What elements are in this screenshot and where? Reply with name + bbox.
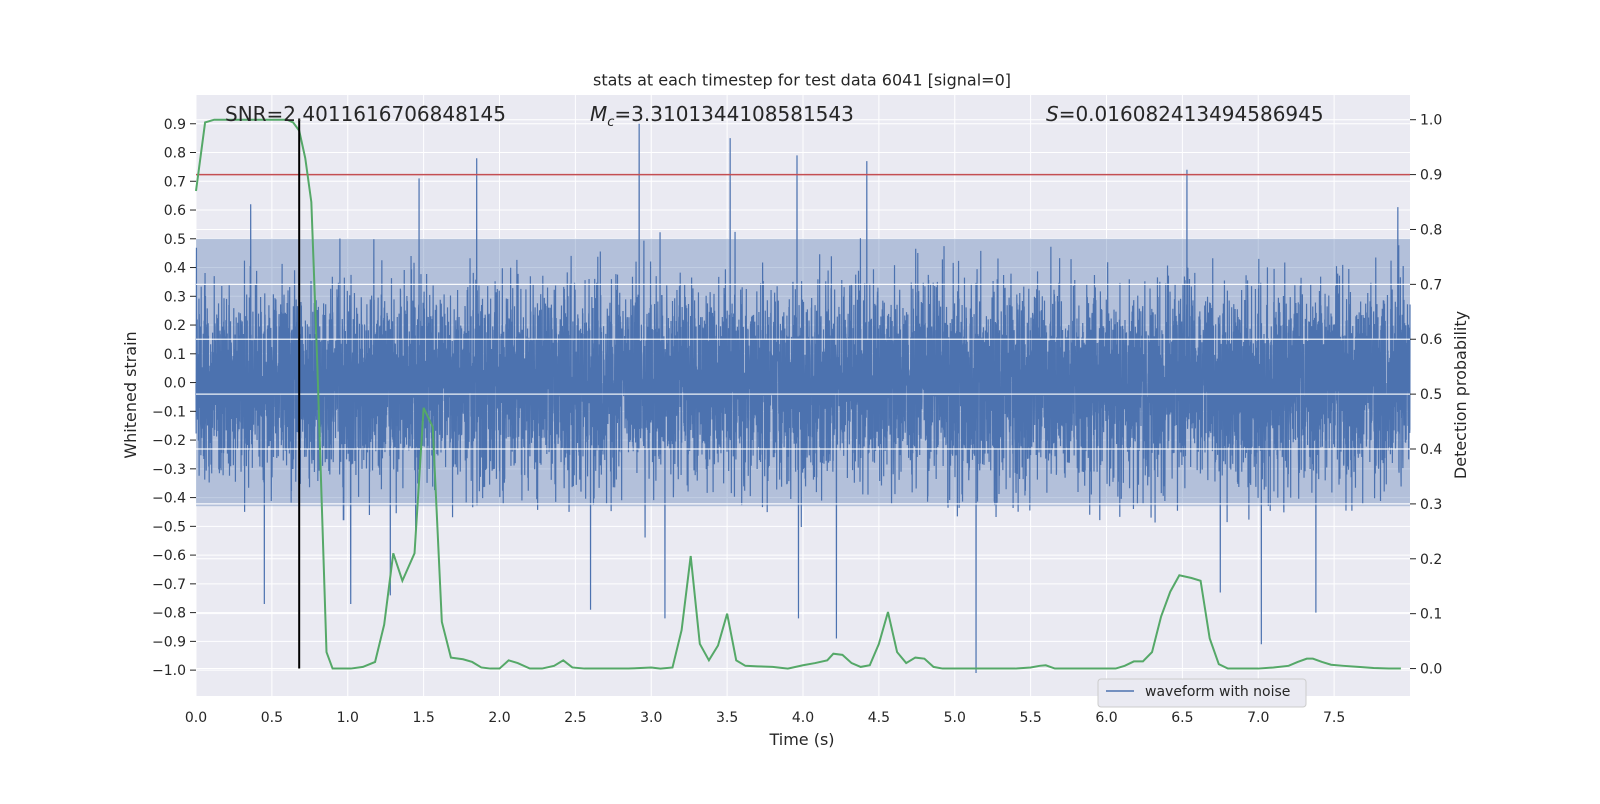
y-tick-label: 0.7	[164, 174, 186, 190]
y-tick-label: −0.3	[152, 462, 186, 478]
y-tick-label: −0.2	[152, 433, 186, 449]
y-tick-label: −0.4	[152, 491, 186, 507]
waveform-core	[196, 238, 1410, 507]
x-tick-label: 6.5	[1171, 710, 1193, 726]
y2-tick-label: 0.8	[1420, 222, 1442, 238]
x-tick-label: 4.0	[792, 710, 814, 726]
x-tick-label: 2.0	[488, 710, 510, 726]
s-annotation: S=0.016082413494586945	[1046, 102, 1324, 126]
y-tick-label: 0.3	[164, 289, 186, 305]
overlay-lines	[195, 118, 1410, 670]
legend-label: waveform with noise	[1145, 684, 1290, 700]
x-tick-label: 3.5	[716, 710, 738, 726]
y2-tick-label: 0.0	[1420, 662, 1442, 678]
snr-annotation: SNR=2.4011616706848145	[225, 102, 506, 126]
x-tick-label: 5.0	[944, 710, 966, 726]
s-value: =0.016082413494586945	[1059, 102, 1324, 126]
x-tick-label: 2.5	[564, 710, 586, 726]
y-tick-label: −0.9	[152, 634, 186, 650]
y-tick-label: −0.8	[152, 606, 186, 622]
x-tick-label: 1.5	[412, 710, 434, 726]
y2-tick-label: 0.4	[1420, 442, 1442, 458]
x-tick-label: 5.5	[1019, 710, 1041, 726]
y-tick-label: 0.0	[164, 376, 186, 392]
chirp-mass-value: =3.3101344108581543	[614, 102, 853, 126]
x-tick-label: 1.0	[337, 710, 359, 726]
x-tick-label: 7.0	[1247, 710, 1269, 726]
y2-axis-label: Detection probability	[1451, 311, 1470, 479]
x-tick-label: 4.5	[868, 710, 890, 726]
y-tick-label: 0.1	[164, 347, 186, 363]
y-tick-label: −0.7	[152, 577, 186, 593]
y2-tick-label: 0.7	[1420, 277, 1442, 293]
legend-box	[1097, 678, 1307, 708]
x-tick-label: 7.5	[1323, 710, 1345, 726]
y-tick-label: −1.0	[152, 663, 186, 679]
waveform-line	[195, 123, 1411, 674]
y-tick-label: 0.4	[164, 261, 186, 277]
x-tick-label: 6.0	[1095, 710, 1117, 726]
y2-tick-label: 0.6	[1420, 332, 1442, 348]
y-tick-label: 0.8	[164, 146, 186, 162]
y2-tick-label: 1.0	[1420, 113, 1442, 129]
y2-tick-label: 0.2	[1420, 552, 1442, 568]
y2-tick-label: 0.9	[1420, 168, 1442, 184]
s-symbol: S	[1046, 102, 1059, 126]
chart-title: stats at each timestep for test data 604…	[593, 71, 1011, 90]
x-axis-label: Time (s)	[768, 730, 834, 749]
y-tick-label: −0.6	[152, 548, 186, 564]
y-axis-label: Whitened strain	[121, 331, 140, 458]
x-tick-label: 0.0	[185, 710, 207, 726]
axes: 0.0 0.5 1.0 1.5 2.0 2.5 3.0 3.5 4.0 4.5 5.0 5.5 6.0 6…	[152, 113, 1442, 726]
y-tick-label: 0.9	[164, 117, 186, 133]
legend: waveform with noise	[1097, 678, 1307, 708]
chirp-mass-symbol: M	[590, 102, 607, 126]
strain-waveform	[195, 123, 1411, 674]
y2-tick-label: 0.3	[1420, 497, 1442, 513]
y-tick-label: 0.2	[164, 318, 186, 334]
y2-tick-label: 0.5	[1420, 387, 1442, 403]
chirp-mass-subscript: c	[607, 115, 614, 130]
y-tick-label: 0.6	[164, 203, 186, 219]
detection-probability-line	[195, 118, 1401, 670]
x-tick-label: 3.0	[640, 710, 662, 726]
y-tick-label: −0.5	[152, 519, 186, 535]
y-tick-label: 0.5	[164, 232, 186, 248]
chirp-mass-annotation: Mc=3.3101344108581543	[590, 102, 854, 130]
y-tick-label: −0.1	[152, 404, 186, 420]
y2-tick-label: 0.1	[1420, 607, 1442, 623]
x-tick-label: 0.5	[261, 710, 283, 726]
